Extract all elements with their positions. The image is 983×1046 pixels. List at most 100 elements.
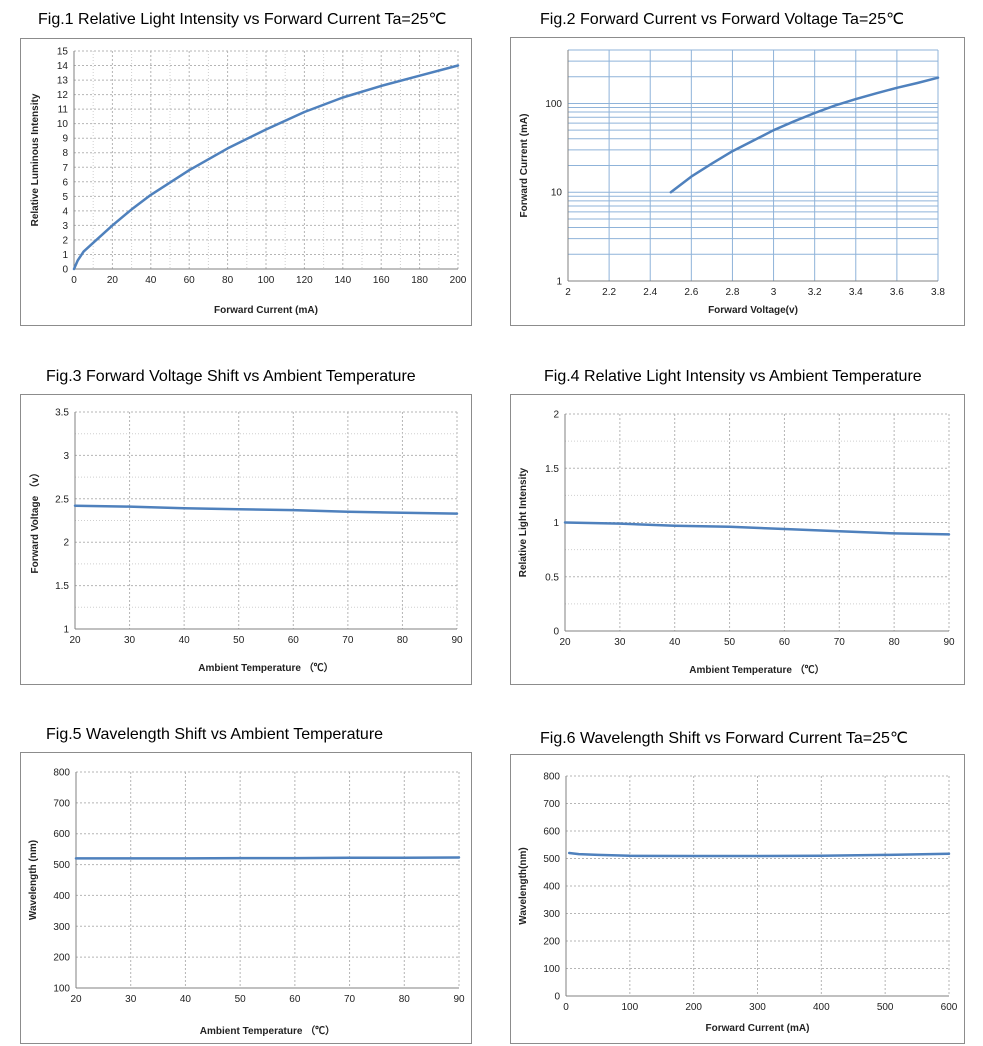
y-tick-label: 13	[57, 76, 69, 87]
fig5-frame	[20, 752, 472, 1044]
x-tick-label: 80	[399, 994, 411, 1005]
y-tick-label: 11	[58, 105, 69, 116]
x-tick-label: 400	[813, 1002, 830, 1013]
x-axis-title: Ambient Temperature （℃）	[198, 661, 333, 674]
x-axis-title: Forward Current (mA)	[706, 1023, 810, 1034]
fig4-title: Fig.4 Relative Light Intensity vs Ambien…	[544, 368, 922, 385]
x-tick-label: 30	[614, 637, 626, 648]
series-line	[73, 504, 459, 515]
x-tick-label: 140	[334, 275, 351, 286]
x-tick-label: 3.8	[931, 287, 945, 298]
y-tick-label: 1	[556, 277, 562, 288]
y-axis-title: Forward Voltage （v）	[28, 468, 41, 574]
y-tick-label: 12	[57, 90, 69, 101]
x-axis-title: Forward Current (mA)	[214, 305, 318, 316]
y-axis-title: Wavelength(nm)	[518, 847, 529, 924]
x-tick-label: 2	[565, 287, 571, 298]
y-tick-label: 400	[53, 891, 70, 902]
x-tick-label: 50	[724, 637, 736, 648]
x-axis-title: Ambient Temperature （℃）	[689, 663, 824, 676]
y-tick-label: 1.5	[55, 581, 69, 592]
x-tick-label: 200	[685, 1002, 702, 1013]
y-tick-label: 600	[53, 829, 70, 840]
x-tick-label: 120	[296, 275, 313, 286]
x-tick-label: 2.2	[602, 287, 616, 298]
x-tick-label: 40	[669, 637, 681, 648]
y-tick-label: 10	[551, 188, 563, 199]
y-tick-label: 15	[57, 47, 69, 58]
x-tick-label: 60	[184, 275, 196, 286]
y-tick-label: 6	[62, 177, 68, 188]
y-tick-label: 500	[53, 860, 70, 871]
x-tick-label: 70	[834, 637, 846, 648]
x-tick-label: 0	[71, 275, 77, 286]
y-tick-label: 5	[62, 192, 68, 203]
x-tick-label: 3	[771, 287, 777, 298]
gridlines	[74, 411, 458, 630]
y-tick-label: 700	[53, 798, 70, 809]
x-tick-label: 40	[179, 635, 191, 646]
series-line	[74, 856, 461, 860]
y-tick-label: 0	[62, 265, 68, 276]
x-tick-label: 50	[233, 635, 245, 646]
fig2-frame	[510, 37, 965, 326]
y-tick-label: 100	[543, 964, 560, 975]
y-tick-label: 2	[553, 410, 559, 421]
y-tick-label: 1	[62, 250, 68, 261]
x-tick-label: 50	[235, 994, 247, 1005]
fig6-title: Fig.6 Wavelength Shift vs Forward Curren…	[540, 730, 908, 747]
y-tick-label: 300	[543, 909, 560, 920]
y-tick-label: 0	[553, 627, 559, 638]
x-tick-label: 90	[453, 994, 465, 1005]
x-tick-label: 100	[621, 1002, 638, 1013]
x-tick-label: 90	[943, 637, 955, 648]
y-tick-label: 1	[553, 518, 559, 529]
x-axis-title: Forward Voltage(v)	[708, 305, 798, 316]
y-tick-label: 10	[57, 119, 69, 130]
y-tick-label: 7	[62, 163, 68, 174]
x-tick-label: 3.2	[808, 287, 822, 298]
y-tick-label: 0.5	[545, 572, 559, 583]
y-tick-label: 300	[53, 922, 70, 933]
y-axis-title: Forward Current (mA)	[519, 114, 530, 218]
x-tick-label: 2.8	[725, 287, 739, 298]
y-tick-label: 8	[62, 148, 68, 159]
x-tick-label: 2.4	[643, 287, 657, 298]
x-tick-label: 40	[145, 275, 157, 286]
y-tick-label: 3	[63, 451, 69, 462]
x-tick-label: 60	[289, 994, 301, 1005]
y-axis-title: Wavelength (nm)	[28, 840, 39, 920]
y-tick-label: 200	[543, 937, 560, 948]
fig3-frame	[20, 394, 472, 685]
x-axis-title: Ambient Temperature （℃）	[200, 1024, 335, 1037]
y-tick-label: 700	[543, 799, 560, 810]
x-tick-label: 60	[288, 635, 300, 646]
y-axis-title: Relative Light Intensity	[518, 467, 529, 577]
y-tick-label: 500	[543, 854, 560, 865]
fig2-title: Fig.2 Forward Current vs Forward Voltage…	[540, 11, 905, 28]
y-tick-label: 400	[543, 882, 560, 893]
x-tick-label: 3.4	[849, 287, 863, 298]
y-tick-label: 2	[63, 538, 69, 549]
fig4-frame	[510, 394, 965, 685]
x-tick-label: 100	[258, 275, 275, 286]
y-tick-label: 4	[62, 206, 68, 217]
x-tick-label: 70	[344, 994, 356, 1005]
gridlines	[565, 775, 950, 997]
x-tick-label: 20	[107, 275, 119, 286]
y-tick-label: 2	[62, 235, 68, 246]
x-tick-label: 80	[397, 635, 409, 646]
x-tick-label: 40	[180, 994, 192, 1005]
fig5-title: Fig.5 Wavelength Shift vs Ambient Temper…	[46, 726, 384, 743]
x-tick-label: 0	[563, 1002, 569, 1013]
series-line	[669, 76, 940, 194]
x-tick-label: 20	[559, 637, 571, 648]
y-tick-label: 800	[53, 768, 70, 779]
y-tick-label: 2.5	[55, 494, 69, 505]
series-line	[563, 521, 951, 536]
x-tick-label: 200	[450, 275, 467, 286]
y-tick-label: 3	[62, 221, 68, 232]
